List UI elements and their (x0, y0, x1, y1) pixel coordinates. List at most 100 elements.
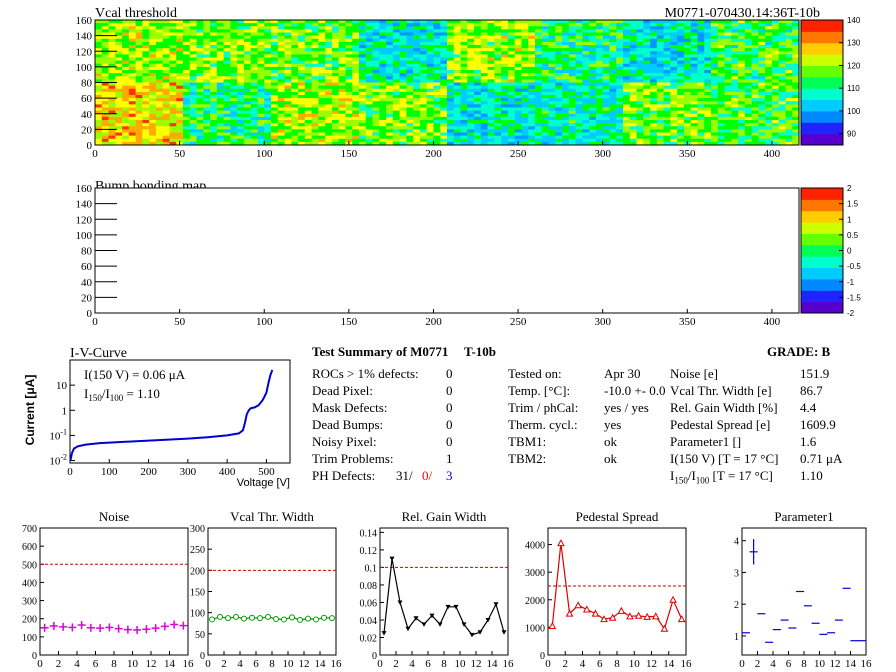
mini-x-tick-label: 16 (681, 658, 693, 670)
heatmap-cell (223, 20, 231, 24)
colorbar-tick-label: 1 (847, 215, 852, 224)
heatmap-cell (203, 123, 211, 127)
heatmap-cell (589, 54, 597, 58)
heatmap-cell (311, 38, 319, 43)
heatmap-cell (183, 98, 191, 102)
heatmap-cell (663, 141, 671, 146)
heatmap-cell (447, 54, 455, 58)
heatmap-cell (555, 116, 563, 121)
heatmap-cell (169, 88, 177, 93)
heatmap-cell (623, 54, 631, 58)
heatmap-cell (785, 129, 793, 133)
heatmap-cell (507, 63, 516, 68)
heatmap-cell (210, 79, 218, 83)
heatmap-cell (352, 41, 360, 46)
heatmap-cell (115, 38, 123, 43)
heatmap-cell (555, 54, 563, 58)
heatmap-cell (460, 123, 468, 127)
heatmap-cell (399, 63, 407, 68)
heatmap-cell (216, 107, 225, 112)
heatmap-cell (419, 132, 428, 137)
heatmap-cell (352, 126, 360, 130)
heatmap-cell (487, 104, 495, 108)
heatmap-cell (257, 98, 265, 102)
heatmap-cell (623, 98, 631, 102)
heatmap-cell (589, 23, 597, 27)
data-point (634, 611, 643, 619)
heatmap-cell (771, 79, 780, 83)
heatmap-cell (623, 23, 631, 27)
heatmap-cell (318, 54, 326, 58)
heatmap-cell (575, 29, 583, 33)
heatmap-cell (230, 129, 238, 133)
bump-bonding-panel: Bump bonding map 0 50 100 150 200 250 300 350 40… (76, 179, 862, 328)
heatmap-cell (135, 54, 143, 58)
heatmap-cell (771, 135, 780, 140)
heatmap-cell (623, 107, 631, 112)
heatmap-cell (135, 82, 143, 87)
heatmap-cell (277, 79, 285, 83)
heatmap-cell (359, 57, 367, 62)
heatmap-cell (386, 60, 394, 65)
heatmap-cell (433, 76, 441, 80)
defect-value: 0 (446, 383, 453, 398)
heatmap-cell (568, 73, 577, 77)
heatmap-cell (223, 110, 231, 115)
heatmap-cell (528, 23, 536, 27)
heatmap-cell (738, 63, 746, 68)
heatmap-cell (771, 123, 780, 127)
mini-x-tick-label: 14 (663, 658, 675, 670)
heatmap-cell (711, 45, 719, 49)
mini-y-tick-label: 2 (734, 600, 739, 611)
heatmap-cell (277, 51, 285, 55)
heatmap-cell (744, 26, 753, 30)
heatmap-cell (419, 35, 428, 40)
heatmap-cell (338, 129, 346, 133)
heatmap-cell (108, 60, 116, 65)
heatmap-cell (636, 82, 644, 87)
heatmap-cell (582, 110, 590, 115)
heatmap-cell (447, 91, 455, 96)
heatmap-cell (514, 113, 522, 118)
heatmap-cell (277, 123, 285, 127)
heatmap-cell (189, 138, 197, 143)
heatmap-cell (264, 82, 272, 87)
heatmap-cell (135, 113, 143, 118)
heatmap-cell (778, 76, 786, 80)
heatmap-cell (555, 88, 563, 93)
heatmap-cell (501, 57, 509, 62)
heatmap-cell (331, 57, 340, 62)
heatmap-cell (677, 51, 685, 55)
heatmap-cell (284, 91, 292, 96)
heatmap-cell (237, 82, 245, 87)
heatmap-cell (291, 135, 299, 140)
y-tick-label: 140 (76, 199, 93, 211)
heatmap-cell (589, 76, 597, 80)
heatmap-cell (325, 88, 333, 93)
heatmap-cell (792, 26, 800, 30)
heatmap-cell (792, 135, 800, 140)
heatmap-cell (650, 57, 658, 62)
heatmap-cell (108, 98, 116, 102)
heatmap-cell (169, 23, 177, 27)
heatmap-cell (636, 113, 644, 118)
data-point (582, 605, 591, 613)
heatmap-cell (352, 76, 360, 80)
heatmap-cell (460, 126, 468, 130)
heatmap-cell (616, 23, 624, 27)
heatmap-cell (304, 45, 313, 49)
heatmap-cell (298, 20, 306, 24)
heatmap-cell (176, 120, 184, 124)
heatmap-cell (521, 20, 529, 24)
heatmap-cell (284, 60, 292, 65)
heatmap-cell (582, 60, 590, 65)
heatmap-cell (183, 70, 191, 74)
heatmap-cell (372, 129, 380, 133)
heatmap-cell (480, 63, 489, 68)
heatmap-cell (507, 88, 516, 93)
heatmap-cell (690, 110, 698, 115)
heatmap-cell (365, 123, 373, 127)
heatmap-cell (128, 110, 137, 115)
heatmap-cell (792, 79, 800, 83)
condition-value: Apr 30 (604, 366, 641, 381)
